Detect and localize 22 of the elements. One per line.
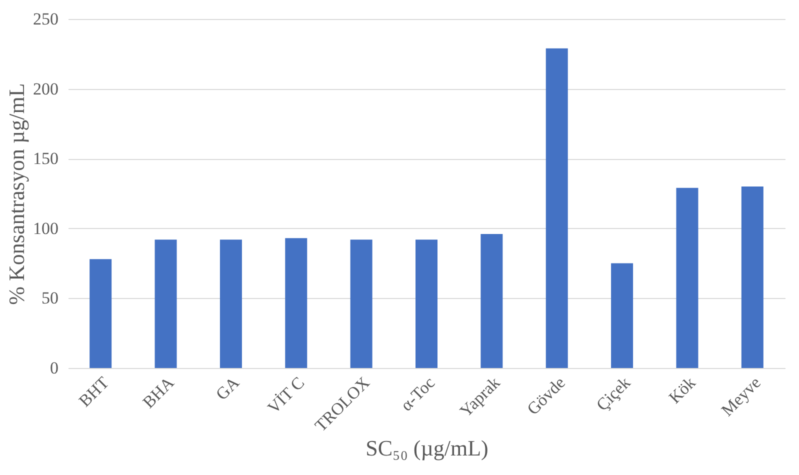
bar — [90, 259, 112, 368]
y-tick-label: 0 — [50, 358, 58, 378]
y-tick-label: 100 — [33, 218, 58, 238]
bar — [285, 238, 308, 368]
bar — [480, 234, 503, 368]
x-tick-label: Kök — [665, 372, 700, 408]
bar — [741, 186, 764, 368]
bar — [220, 240, 242, 368]
bar — [546, 48, 568, 368]
bar — [676, 188, 698, 368]
x-tick-label: VİT C — [264, 373, 308, 418]
y-tick-label: 250 — [33, 10, 58, 28]
bar — [416, 240, 438, 368]
x-axis-title: SC₅₀ (µg/mL) — [366, 436, 488, 461]
y-axis-title: % Konsantrasyon µg/mL — [4, 83, 29, 305]
bar — [154, 240, 177, 368]
y-tick-label: 200 — [33, 79, 58, 98]
y-tick-label: 150 — [33, 149, 58, 168]
x-tick-label: GA — [212, 372, 244, 404]
y-tick-label: 50 — [42, 288, 58, 308]
bar — [350, 240, 372, 368]
bar — [611, 263, 634, 368]
